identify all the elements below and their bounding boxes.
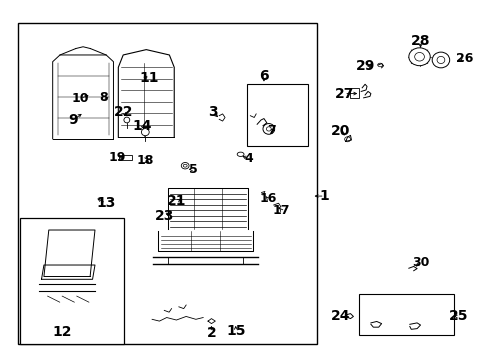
Text: 18: 18 <box>136 154 153 167</box>
Text: 10: 10 <box>71 92 89 105</box>
Text: 3: 3 <box>208 105 217 119</box>
Text: 4: 4 <box>244 152 252 165</box>
Ellipse shape <box>436 57 444 64</box>
Text: 27: 27 <box>334 86 353 100</box>
Text: 9: 9 <box>68 113 78 127</box>
Text: 8: 8 <box>99 91 107 104</box>
Text: 19: 19 <box>108 151 125 165</box>
Text: 11: 11 <box>140 71 159 85</box>
Ellipse shape <box>263 123 274 134</box>
Text: 16: 16 <box>259 192 276 205</box>
Text: 25: 25 <box>448 310 467 323</box>
Bar <box>350 88 359 98</box>
Text: 6: 6 <box>259 69 268 84</box>
Text: 13: 13 <box>96 196 115 210</box>
Text: 12: 12 <box>52 325 72 339</box>
Ellipse shape <box>266 127 271 131</box>
Ellipse shape <box>414 53 424 61</box>
Bar <box>358 294 453 336</box>
Ellipse shape <box>344 137 350 142</box>
Ellipse shape <box>123 117 129 123</box>
Ellipse shape <box>408 48 429 66</box>
Text: 26: 26 <box>455 52 472 65</box>
Text: 5: 5 <box>189 163 198 176</box>
Text: 21: 21 <box>166 194 186 208</box>
Bar <box>246 84 307 146</box>
Text: 1: 1 <box>319 189 329 203</box>
Bar <box>119 156 131 160</box>
Text: 29: 29 <box>355 59 374 73</box>
Ellipse shape <box>237 152 244 157</box>
Bar <box>20 217 124 344</box>
Text: 30: 30 <box>411 256 428 269</box>
Text: 23: 23 <box>154 209 174 223</box>
Text: 20: 20 <box>330 124 350 138</box>
Ellipse shape <box>181 162 189 169</box>
Ellipse shape <box>183 164 187 167</box>
Text: 28: 28 <box>410 35 429 48</box>
Ellipse shape <box>141 129 149 136</box>
Text: 22: 22 <box>114 105 133 119</box>
Text: 15: 15 <box>225 324 245 338</box>
Ellipse shape <box>431 52 449 68</box>
Bar <box>19 23 317 344</box>
Ellipse shape <box>377 63 382 67</box>
Text: 17: 17 <box>272 204 289 217</box>
Text: 14: 14 <box>132 119 152 133</box>
Text: 7: 7 <box>266 124 275 137</box>
Text: 24: 24 <box>330 310 350 323</box>
Text: 2: 2 <box>206 325 216 339</box>
